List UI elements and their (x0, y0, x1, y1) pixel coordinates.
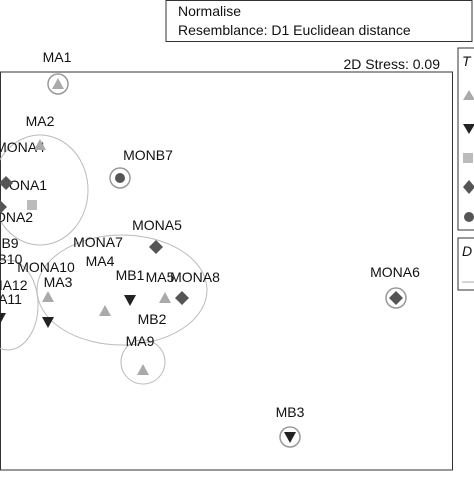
marker (284, 432, 296, 443)
legend-box (457, 47, 474, 231)
point-label: MA5 (146, 269, 175, 285)
point-label: MA4 (86, 253, 115, 269)
point-label: B9 (1, 235, 18, 251)
point-label: MB1 (116, 267, 145, 283)
legend-symbol (464, 212, 474, 222)
marker-ring (109, 167, 131, 189)
marker (115, 173, 125, 183)
point-label: A11 (0, 291, 22, 307)
marker (27, 200, 37, 210)
legend-symbol (463, 153, 473, 163)
point-label: MONA4 (0, 139, 45, 155)
point-label: MONA8 (170, 269, 220, 285)
marker (124, 295, 136, 306)
legend-symbol (463, 124, 474, 134)
cluster-ellipse (0, 259, 39, 351)
point-label: MONA5 (132, 217, 182, 233)
marker (42, 317, 54, 328)
point-label: MONB7 (123, 147, 173, 163)
point-label: MONA6 (370, 264, 420, 280)
legend-title: T (462, 53, 472, 69)
point-label: MB3 (276, 404, 305, 420)
marker (159, 292, 171, 303)
point-label: MA2 (26, 113, 55, 129)
marker (52, 78, 64, 89)
header-box (165, 0, 473, 42)
marker (42, 291, 54, 302)
legend-symbol (463, 90, 474, 100)
header-line: Resemblance: D1 Euclidean distance (178, 22, 411, 38)
cluster-ellipse (0, 134, 89, 246)
marker (0, 200, 7, 214)
cluster-ellipse (36, 234, 208, 346)
legend-symbol (463, 180, 474, 194)
marker (0, 176, 13, 190)
marker-ring (279, 426, 301, 448)
point-label: MA9 (126, 333, 155, 349)
cluster-ellipse (120, 339, 166, 385)
header-line: Normalise (178, 3, 241, 19)
legend-box (457, 237, 474, 291)
point-label: ONA1 (9, 177, 47, 193)
marker (0, 313, 6, 324)
point-label: MONA10 (17, 259, 75, 275)
marker (175, 291, 189, 305)
point-label: MA1 (43, 49, 72, 65)
marker (149, 240, 163, 254)
plot-frame (0, 71, 453, 471)
stress-label: 2D Stress: 0.09 (344, 56, 441, 72)
point-label: MA3 (44, 274, 73, 290)
marker (34, 139, 46, 150)
point-label: ONA2 (0, 209, 33, 225)
point-label: MB2 (138, 311, 167, 327)
marker-ring (385, 287, 407, 309)
point-label: MONA7 (73, 234, 123, 250)
point-label: B10 (0, 251, 23, 267)
marker-ring (47, 73, 69, 95)
marker (389, 291, 403, 305)
marker (137, 364, 149, 375)
marker (99, 305, 111, 316)
legend-title: D (462, 243, 472, 259)
point-label: NA12 (0, 277, 28, 293)
